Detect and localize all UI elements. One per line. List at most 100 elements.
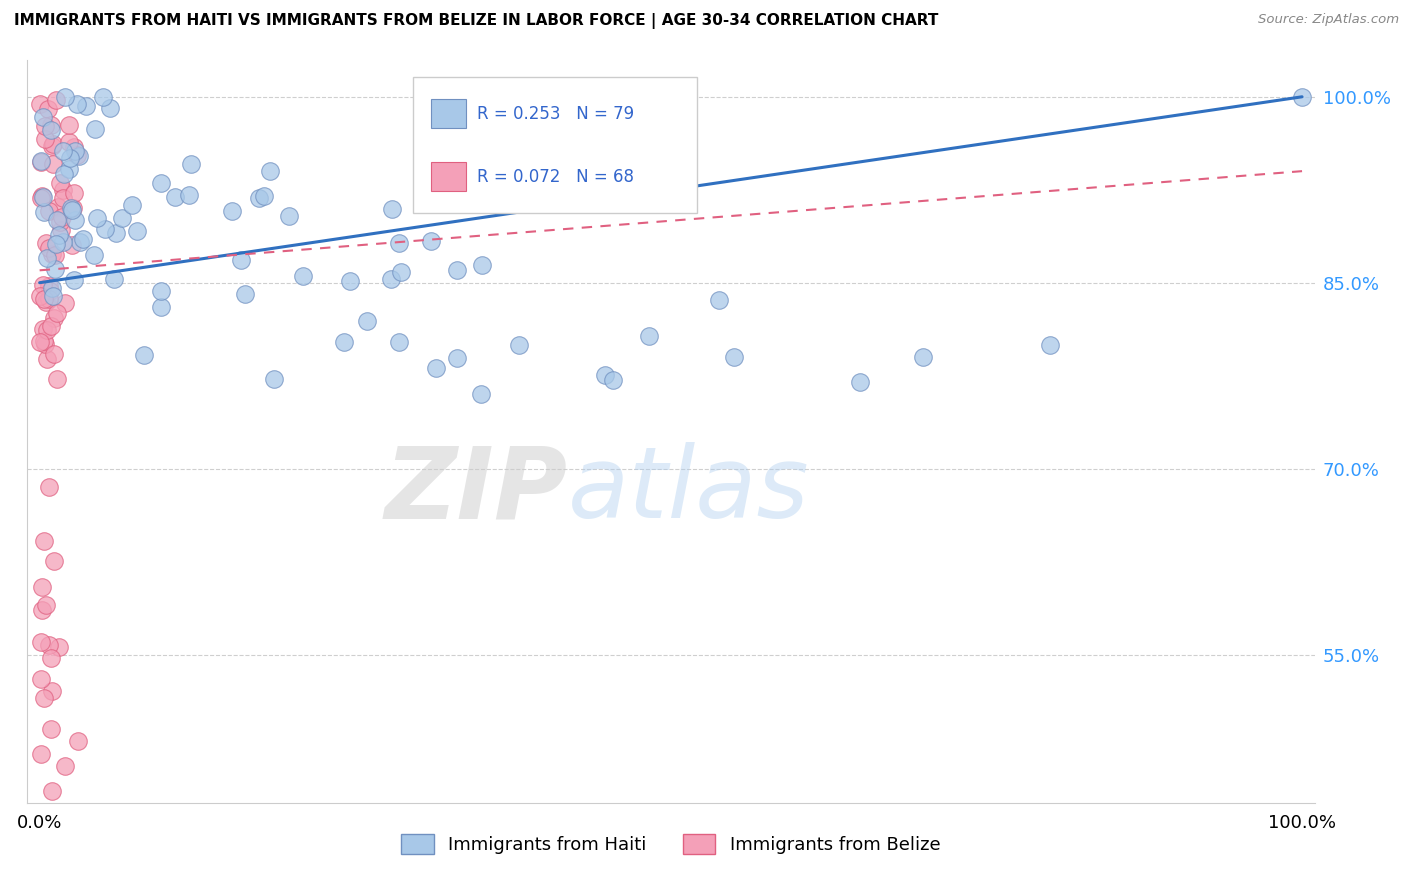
Point xyxy=(31,580,53,594)
Point xyxy=(339,274,361,288)
Point xyxy=(35,295,58,310)
Point xyxy=(53,296,76,310)
Point xyxy=(63,145,86,159)
Point xyxy=(53,90,76,104)
Point xyxy=(48,228,70,243)
Point xyxy=(42,347,65,361)
Point xyxy=(388,236,411,251)
Point xyxy=(32,322,55,336)
Point xyxy=(42,136,65,151)
Point xyxy=(221,203,243,218)
Point xyxy=(59,151,82,165)
Text: IMMIGRANTS FROM HAITI VS IMMIGRANTS FROM BELIZE IN LABOR FORCE | AGE 30-34 CORRE: IMMIGRANTS FROM HAITI VS IMMIGRANTS FROM… xyxy=(14,13,938,29)
Point xyxy=(46,200,69,214)
Point xyxy=(38,479,60,493)
Point xyxy=(277,209,299,223)
Point xyxy=(593,368,616,382)
Text: Source: ZipAtlas.com: Source: ZipAtlas.com xyxy=(1258,13,1399,27)
Point xyxy=(508,337,530,351)
Point xyxy=(332,334,354,349)
Point xyxy=(38,292,60,306)
Point xyxy=(69,235,91,250)
Point xyxy=(1038,337,1060,351)
Point xyxy=(84,121,107,136)
Point xyxy=(111,211,134,225)
Point xyxy=(32,277,55,292)
Point xyxy=(381,202,404,217)
Point xyxy=(41,281,63,295)
Point xyxy=(247,191,270,205)
Point xyxy=(93,222,115,236)
Point xyxy=(420,235,443,249)
Point xyxy=(42,157,65,171)
Point xyxy=(41,246,63,260)
Point xyxy=(180,156,202,170)
Point xyxy=(39,319,62,334)
Point xyxy=(45,93,67,107)
Point xyxy=(602,372,624,386)
Point xyxy=(263,372,285,386)
Point xyxy=(121,198,143,212)
Point xyxy=(1291,90,1313,104)
Point xyxy=(163,190,186,204)
Point xyxy=(62,186,84,201)
Point xyxy=(638,328,661,343)
Point xyxy=(28,97,51,112)
Point xyxy=(83,248,105,262)
Point xyxy=(32,190,55,204)
Point xyxy=(72,232,94,246)
Legend: Immigrants from Haiti, Immigrants from Belize: Immigrants from Haiti, Immigrants from B… xyxy=(401,834,941,854)
Point xyxy=(252,189,274,203)
Point xyxy=(34,131,56,145)
Point xyxy=(149,284,172,298)
Point xyxy=(66,734,89,748)
Point xyxy=(60,202,83,217)
Point xyxy=(34,119,56,133)
Point xyxy=(149,176,172,190)
Point xyxy=(58,118,80,132)
Point xyxy=(65,148,87,162)
Point xyxy=(32,293,55,307)
Point xyxy=(60,237,83,252)
Point xyxy=(35,351,58,366)
Point xyxy=(44,311,66,326)
Point xyxy=(912,350,935,364)
Point xyxy=(30,635,52,649)
Point xyxy=(39,722,62,736)
Point xyxy=(52,191,75,205)
Point xyxy=(105,226,128,240)
Text: R = 0.072   N = 68: R = 0.072 N = 68 xyxy=(478,168,634,186)
Point xyxy=(425,361,447,376)
Point xyxy=(39,123,62,137)
Point xyxy=(58,161,80,176)
Point xyxy=(38,638,60,652)
Point xyxy=(30,153,52,168)
Point xyxy=(62,201,84,215)
Point xyxy=(44,247,66,261)
Point xyxy=(470,387,492,401)
Point xyxy=(52,235,75,250)
Point xyxy=(35,323,58,337)
Point xyxy=(51,211,73,225)
Point xyxy=(28,335,51,350)
Point xyxy=(849,375,872,389)
Point xyxy=(150,300,173,314)
Point xyxy=(389,265,412,279)
Point xyxy=(39,118,62,132)
Point xyxy=(125,223,148,237)
Point xyxy=(30,155,52,169)
Point xyxy=(44,554,66,568)
Text: atlas: atlas xyxy=(568,442,810,540)
Point xyxy=(49,222,72,236)
Point xyxy=(30,747,52,761)
Point xyxy=(49,214,72,228)
Text: R = 0.253   N = 79: R = 0.253 N = 79 xyxy=(478,104,634,122)
Point xyxy=(66,97,89,112)
Point xyxy=(380,272,402,286)
Point xyxy=(259,164,281,178)
Point xyxy=(38,204,60,219)
Point xyxy=(58,135,80,149)
Point xyxy=(32,690,55,705)
Point xyxy=(62,273,84,287)
Point xyxy=(34,533,56,548)
